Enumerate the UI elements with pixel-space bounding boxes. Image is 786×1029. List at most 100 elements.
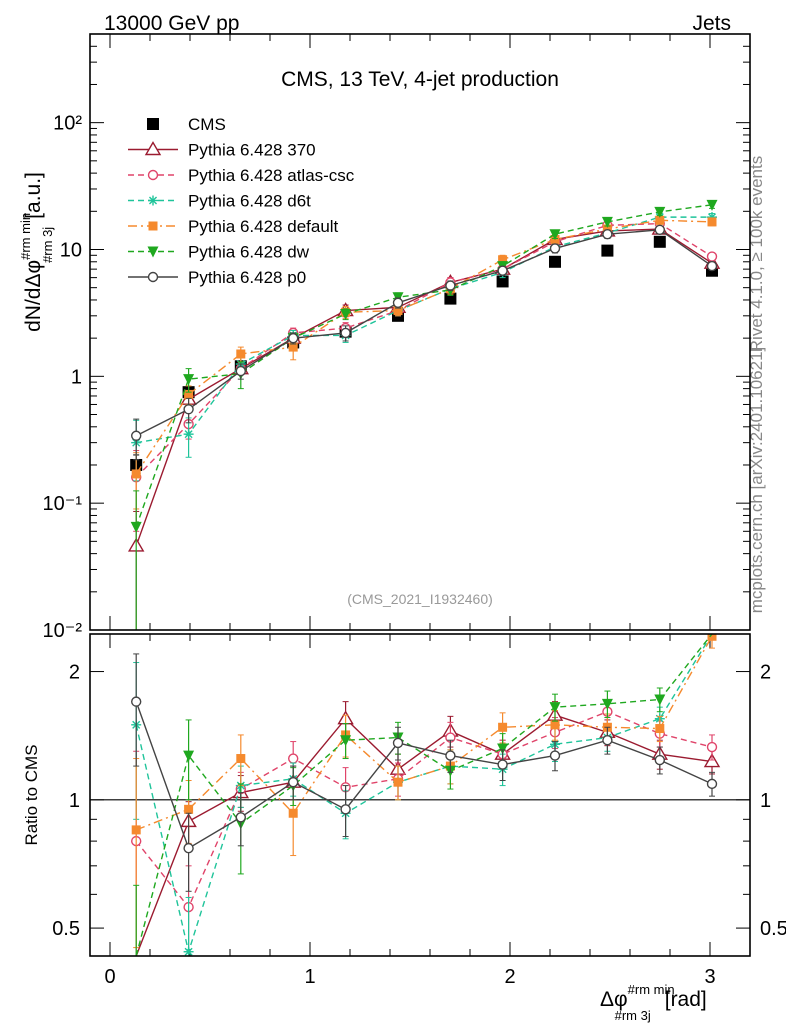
data-point [131, 825, 141, 835]
ratio-y-axis-label: Ratio to CMS [22, 744, 41, 845]
data-point [654, 206, 666, 218]
main-series-group [127, 199, 721, 630]
y-tick-label: 10⁻² [43, 620, 83, 642]
data-point [184, 804, 194, 814]
data-point [601, 244, 614, 257]
data-point [235, 812, 247, 823]
series-line [135, 634, 713, 956]
xlabel-unit: [rad] [665, 988, 707, 1011]
data-point [549, 243, 561, 254]
main-y-axis-label: dN/dΔφ#rm min #rm 3j [a.u.] [18, 172, 55, 332]
data-point [497, 743, 509, 755]
data-point [392, 737, 404, 749]
data-point [706, 251, 718, 262]
jets-label: Jets [692, 12, 731, 35]
series-line [135, 219, 713, 475]
rivet-version-label: Rivet 4.1.0, ≥ 100k events [747, 156, 766, 352]
data-point [655, 724, 665, 734]
series-pythia-6-428-default [131, 634, 717, 949]
data-point [183, 842, 194, 854]
data-point [340, 804, 351, 815]
data-point [288, 808, 298, 818]
data-point [340, 309, 352, 321]
legend-marker [144, 141, 162, 156]
legend-marker [148, 221, 158, 231]
data-point [183, 429, 194, 440]
legend-item-pythia-6-428-d6t: Pythia 6.428 d6t [128, 192, 311, 211]
ratio-panel: 0 1 2 3 0.5 0.5 1 1 2 2 Ratio to CMS Δφ#rm min #rm… [22, 633, 786, 1023]
ratio-y-tick-label-right: 0.5 [760, 918, 786, 940]
data-point [131, 469, 141, 479]
energy-label: 13000 GeV pp [104, 12, 239, 35]
data-point [706, 199, 718, 211]
legend-label: Pythia 6.428 atlas-csc [188, 166, 355, 185]
data-point [393, 777, 403, 787]
legend-item-pythia-6-428-370: Pythia 6.428 370 [128, 141, 316, 160]
legend-label: CMS [188, 115, 226, 134]
ratio-series-group [130, 634, 721, 956]
data-point [130, 521, 142, 533]
data-point [184, 389, 194, 399]
series-pythia-6-428-dw [133, 634, 715, 956]
data-point [496, 275, 509, 288]
data-point [288, 753, 299, 764]
ylabel-main: dN/dΔφ [22, 260, 45, 332]
data-point [601, 216, 613, 228]
xlabel-main: Δφ [600, 988, 628, 1011]
data-point [130, 430, 142, 441]
data-point [183, 750, 195, 762]
data-point [707, 634, 717, 641]
series-line [135, 222, 713, 478]
series-line [135, 714, 713, 956]
legend-marker [147, 169, 159, 181]
series-line [135, 710, 713, 909]
data-point [498, 255, 508, 265]
ylabel-unit: [a.u.] [22, 172, 45, 219]
data-point [654, 754, 665, 766]
data-point [288, 332, 299, 344]
data-point [235, 365, 247, 377]
series-line [135, 635, 713, 831]
data-point [706, 778, 718, 790]
data-point [707, 217, 717, 227]
data-point [340, 735, 352, 747]
series-line [136, 216, 712, 444]
ratio-y-tick-label: 0.5 [52, 918, 80, 940]
data-point [550, 720, 560, 730]
legend-item-pythia-6-428-dw: Pythia 6.428 dw [128, 243, 310, 262]
y-tick-label: 10² [53, 113, 82, 135]
ratio-y-tick-label-right: 1 [760, 790, 771, 812]
data-point [498, 722, 508, 732]
legend: CMS Pythia 6.428 370 Pythia 6.428 atlas-cs… [128, 115, 355, 287]
data-point [497, 759, 508, 770]
legend-item-pythia-6-428-p0: Pythia 6.428 p0 [128, 268, 306, 287]
data-point [183, 374, 195, 386]
data-point [549, 229, 561, 241]
legend-label: Pythia 6.428 dw [188, 243, 310, 262]
ratio-y-tick-label: 1 [69, 790, 80, 812]
series-line [135, 701, 713, 850]
data-point [236, 754, 246, 764]
data-point [497, 265, 508, 276]
main-frame [89, 33, 751, 631]
legend-label: Pythia 6.428 p0 [188, 268, 306, 287]
xlabel-sub: #rm 3j [615, 1008, 651, 1023]
data-point [654, 694, 666, 706]
ratio-y-tick-label-right: 2 [760, 662, 771, 684]
data-point [706, 260, 718, 272]
x-tick-label: 2 [504, 966, 515, 988]
series-pythia-6-428-atlas-csc [130, 698, 718, 956]
svg-text:Δφ#rm min#rm 3j[rad]: Δφ#rm min #rm 3j [rad] [600, 982, 707, 1023]
series-pythia-6-428-dw [130, 199, 718, 630]
data-point [549, 750, 561, 761]
legend-marker [147, 271, 159, 283]
legend-label: Pythia 6.428 370 [188, 141, 316, 160]
main-axis-ticks: 10⁻² 10⁻¹ 1 10 10² [43, 33, 751, 642]
legend-label: Pythia 6.428 default [188, 217, 339, 236]
mcplots-label: mcplots.cern.ch [arXiv:2401.10621] [747, 347, 766, 613]
main-title: CMS, 13 TeV, 4-jet production [281, 68, 559, 91]
main-panel: 10⁻² 10⁻¹ 1 10 10² CMS, 13 TeV, 4-jet produc… [18, 33, 751, 642]
legend-item-pythia-6-428-atlas-csc: Pythia 6.428 atlas-csc [128, 166, 355, 185]
data-point [655, 215, 665, 225]
